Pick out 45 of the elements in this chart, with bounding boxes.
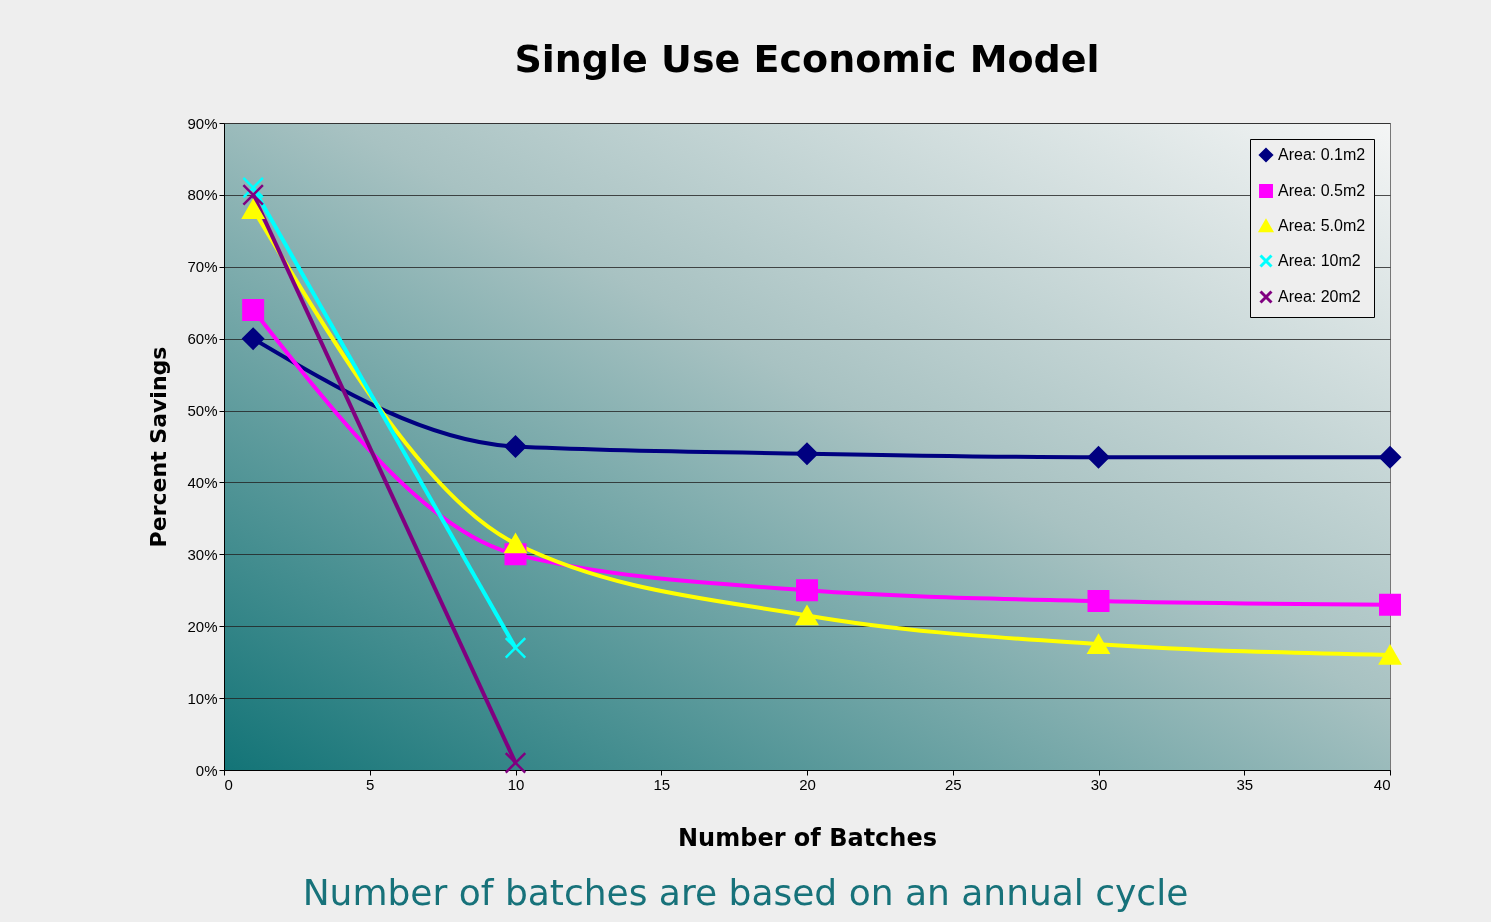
point [504, 435, 527, 458]
y-tick-label: 70% [187, 258, 218, 276]
point [1379, 593, 1401, 616]
y-tick-label: 40% [187, 473, 218, 491]
chart-title: Single Use Economic Model [514, 37, 1100, 81]
point [1379, 645, 1401, 665]
x-tick-label: 0 [224, 775, 233, 793]
point [242, 298, 265, 321]
legend-label: Area: 0.5m2 [1278, 182, 1366, 199]
y-axis-title: Percent Savings [146, 346, 172, 548]
x-tick-label: 30 [1090, 775, 1108, 793]
point [1087, 446, 1110, 469]
x-axis-title: Number of Batches [678, 823, 937, 852]
x-tick-label: 25 [944, 775, 962, 793]
point [1087, 590, 1110, 613]
point [242, 183, 265, 206]
legend-label: Area: 10m2 [1278, 252, 1361, 269]
y-tick-label: 30% [187, 545, 218, 563]
legend-label: Area: 20m2 [1278, 288, 1361, 305]
legend-label: Area: 0.1m2 [1278, 146, 1366, 163]
x-tick-label: 15 [653, 775, 671, 793]
x-tick-label: 40 [1373, 775, 1391, 793]
point [242, 199, 265, 219]
text: Number of batches are based on an annual cycle [301, 872, 1190, 913]
point [504, 533, 527, 554]
x-tick-label: 20 [799, 775, 816, 793]
x-tick-label: 5 [366, 775, 375, 793]
y-tick-label: 90% [187, 114, 218, 132]
x-tick-label: 10 [507, 775, 525, 793]
point [1087, 634, 1110, 654]
point [1379, 446, 1401, 469]
point [796, 605, 818, 626]
point [796, 579, 818, 602]
y-tick-label: 0% [195, 761, 218, 779]
legend-label: Area: 5.0m2 [1278, 217, 1366, 234]
x-tick-label: 35 [1236, 775, 1254, 793]
y-tick-label: 10% [187, 689, 218, 707]
point [796, 442, 818, 465]
y-tick-label: 60% [187, 330, 218, 348]
y-tick-label: 50% [187, 402, 218, 420]
y-tick-label: 20% [187, 617, 218, 635]
point [504, 751, 527, 774]
y-tick-label: 80% [187, 186, 218, 204]
point [504, 636, 527, 659]
point [242, 327, 265, 350]
